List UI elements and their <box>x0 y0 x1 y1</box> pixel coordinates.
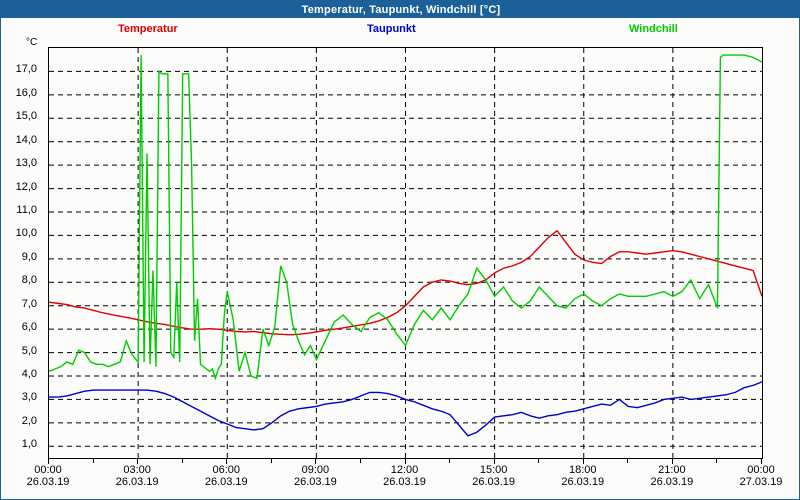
x-axis-tick-mark <box>404 459 406 464</box>
x-axis-tick-label: 00:00 27.03.19 <box>739 464 783 488</box>
x-axis-tick-mark <box>48 459 49 464</box>
x-axis-minor-tick <box>538 459 540 463</box>
y-axis-tick-label: 11,0 <box>16 204 37 216</box>
y-axis-tick-label: 17,0 <box>15 63 37 76</box>
legend-label-temperatur: Temperatur <box>118 23 178 35</box>
x-axis-minor-tick <box>181 459 183 463</box>
x-axis-tick-label: 03:00 26.03.19 <box>115 464 159 488</box>
y-axis-unit-label: °C <box>26 37 38 48</box>
y-axis-tick-label: 3,0 <box>21 391 37 404</box>
series-line-taupunkt <box>49 381 762 437</box>
y-axis-tick-label: 8,0 <box>21 274 37 287</box>
series-line-temperatur <box>49 229 762 336</box>
x-axis-minor-tick <box>716 459 718 463</box>
x-axis-tick-mark <box>671 459 673 464</box>
y-axis-tick-label: 6,0 <box>21 321 37 334</box>
y-axis-tick-label: 10,0 <box>15 227 37 240</box>
y-axis-tick-label: 13,0 <box>15 157 37 170</box>
y-axis-tick-label: 4,0 <box>21 368 37 380</box>
series-line-windchill <box>49 54 762 381</box>
x-axis-tick-label: 09:00 26.03.19 <box>293 464 337 488</box>
chart-canvas <box>49 48 762 458</box>
y-axis-tick-label: 14,0 <box>15 133 37 146</box>
legend-item-taupunkt: Taupunkt <box>367 23 416 35</box>
x-axis-tick-mark <box>582 459 584 464</box>
x-axis-tick-mark <box>493 459 495 464</box>
plot-area <box>48 47 763 459</box>
x-axis-minor-tick <box>627 459 629 463</box>
y-axis-tick-label: 15,0 <box>15 110 37 123</box>
x-axis-minor-tick <box>92 459 94 463</box>
y-axis-tick-label: 5,0 <box>21 344 37 357</box>
y-axis-tick-label: 12,0 <box>15 180 37 193</box>
legend-label-taupunkt: Taupunkt <box>367 23 416 35</box>
y-axis-tick-label: 16,0 <box>15 86 37 99</box>
y-axis-tick-label: 1,0 <box>21 438 37 451</box>
x-axis-tick-label: 15:00 26.03.19 <box>472 464 516 488</box>
x-axis-tick-mark <box>315 459 317 464</box>
x-axis-minor-tick <box>449 459 451 463</box>
window-title-bar: Temperatur, Taupunkt, Windchill [°C] <box>1 1 799 18</box>
x-axis-tick-label: 00:00 26.03.19 <box>26 464 70 488</box>
x-axis-minor-tick <box>270 459 272 463</box>
x-axis-tick-mark <box>761 459 762 464</box>
page-title: Temperatur, Taupunkt, Windchill [°C] <box>301 3 501 16</box>
x-axis-tick-mark <box>226 459 228 464</box>
legend-item-temperatur: Temperatur <box>118 23 178 35</box>
x-axis-minor-tick <box>359 459 361 463</box>
x-axis-tick-label: 06:00 26.03.19 <box>204 464 248 488</box>
x-axis-tick-mark <box>137 459 139 464</box>
x-axis-tick-label: 12:00 26.03.19 <box>383 464 426 488</box>
y-axis-tick-label: 9,0 <box>21 250 37 263</box>
x-axis-tick-label: 18:00 26.03.19 <box>561 464 605 488</box>
x-axis-tick-label: 21:00 26.03.19 <box>650 464 694 488</box>
y-axis-tick-label: 2,0 <box>21 414 37 427</box>
y-axis-tick-label: 7,0 <box>21 297 37 310</box>
legend-label-windchill: Windchill <box>629 23 678 35</box>
legend-item-windchill: Windchill <box>629 23 678 35</box>
